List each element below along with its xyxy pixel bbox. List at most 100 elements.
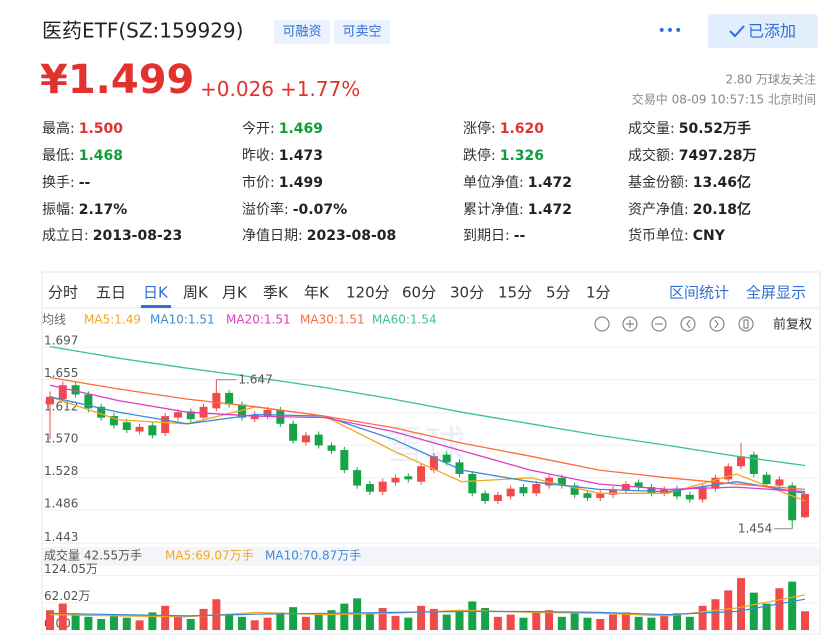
stat-label: 基金份额: [628, 174, 689, 191]
candle-body [417, 466, 426, 482]
right-icon[interactable] [709, 316, 725, 332]
ma-line [49, 345, 806, 467]
candle-body [173, 412, 182, 418]
volume-bar [583, 617, 592, 630]
chart-panel [41, 271, 821, 635]
tag: 可卖空 [342, 25, 381, 40]
change-pct: +1.77% [280, 77, 360, 101]
tab[interactable]: 分时 [48, 284, 78, 302]
tab[interactable]: 五日 [96, 284, 126, 302]
candle-body [519, 487, 528, 494]
change: +0.026 +1.77% [200, 77, 360, 101]
candle-body [724, 466, 733, 480]
tab[interactable]: 日K [143, 284, 169, 302]
volume-bar [148, 612, 157, 630]
volume-bar [109, 614, 118, 630]
volume-bar [71, 613, 80, 630]
volume-bar [58, 603, 67, 630]
volume-bar [46, 610, 54, 630]
tab[interactable]: 120分 [346, 284, 390, 302]
tab[interactable]: 年K [304, 284, 330, 302]
stat-label: 最低: [42, 148, 75, 164]
added-label: 已添加 [748, 22, 796, 41]
added-button[interactable] [708, 14, 818, 48]
ma-legend: MA20:1.51 [226, 313, 291, 327]
zoom-in-icon[interactable] [622, 316, 638, 332]
more-button[interactable]: ••• [658, 23, 683, 39]
legend-title: 均线 [42, 313, 66, 327]
volume-bar [493, 616, 502, 630]
volume-bar [801, 611, 809, 630]
stat-label: 单位净值: [463, 175, 524, 191]
zoom-out-icon[interactable] [651, 316, 667, 332]
stat-value: 1.472 [528, 175, 572, 191]
left-icon[interactable] [680, 316, 696, 332]
candle-body [289, 423, 298, 441]
tab[interactable]: 1分 [586, 284, 611, 302]
candle-body [391, 477, 400, 483]
candle-body [647, 487, 656, 494]
stat: 今开: 1.469 [242, 121, 323, 137]
candle-body [161, 416, 170, 434]
volume-bar [276, 612, 285, 630]
stat: 市价: 1.499 [242, 174, 323, 191]
tab[interactable]: 5分 [546, 284, 571, 302]
stat-value: 2013-08-23 [93, 228, 183, 244]
stat: 振幅: 2.17% [42, 202, 127, 218]
candle-body [429, 456, 438, 471]
candle-body [46, 396, 54, 405]
tab-link[interactable]: 区间统计 [669, 284, 729, 302]
stat-label: 昨收: [242, 148, 275, 164]
ma-legend: MA5:1.49 [84, 313, 141, 327]
volume-bar [404, 617, 413, 630]
candle-icon[interactable] [738, 316, 754, 332]
candle-body [621, 484, 630, 491]
stat: 昨收: 1.473 [242, 148, 323, 164]
candle-body [365, 484, 374, 492]
tag-bg [334, 20, 390, 44]
tab[interactable]: 季K [263, 284, 289, 302]
volume-bar [327, 610, 336, 630]
ma-legend: MA30:1.51 [300, 313, 365, 327]
volume-bar [557, 616, 566, 630]
stat-value: -- [79, 175, 91, 191]
volume-bar [378, 608, 387, 630]
volume-bar [711, 599, 720, 630]
low-label: 1.454 [738, 521, 772, 535]
candle-body [801, 494, 809, 518]
tab[interactable]: 15分 [498, 284, 532, 302]
ma-line [49, 384, 806, 493]
candle-body [775, 479, 784, 486]
adjust-mode[interactable]: 前复权 [773, 317, 812, 333]
candle-body [301, 435, 310, 443]
stat-value: 2023-08-08 [307, 228, 397, 244]
candle-body [532, 484, 541, 494]
tag-bg [274, 20, 330, 44]
undo-icon[interactable] [594, 316, 610, 332]
volume-bar [122, 617, 131, 630]
stat-label: 振幅: [42, 202, 75, 218]
tab[interactable]: 周K [183, 284, 209, 302]
candle-body [634, 482, 643, 488]
candle-body [314, 434, 323, 446]
tab[interactable]: 30分 [450, 284, 484, 302]
candle-body [698, 487, 707, 500]
stat-value: 1.473 [279, 148, 323, 164]
candle-body [685, 494, 694, 500]
tab-link[interactable]: 全屏显示 [746, 284, 806, 302]
stat-value: 1.326 [500, 148, 544, 164]
candle-body [557, 477, 566, 486]
volume-bar [737, 578, 746, 630]
y-tick-label: 1.443 [44, 530, 78, 544]
candle-body [212, 392, 221, 409]
tab[interactable]: 60分 [402, 284, 436, 302]
candle-body [353, 470, 362, 486]
volume-bar [647, 617, 656, 630]
candle-body [135, 426, 144, 432]
candle-body [762, 474, 771, 485]
candle-body [673, 488, 682, 497]
tab[interactable]: 月K [222, 284, 248, 302]
candle-body [327, 445, 336, 451]
candle-body [596, 493, 605, 498]
stat: 成立日: 2013-08-23 [42, 228, 182, 244]
